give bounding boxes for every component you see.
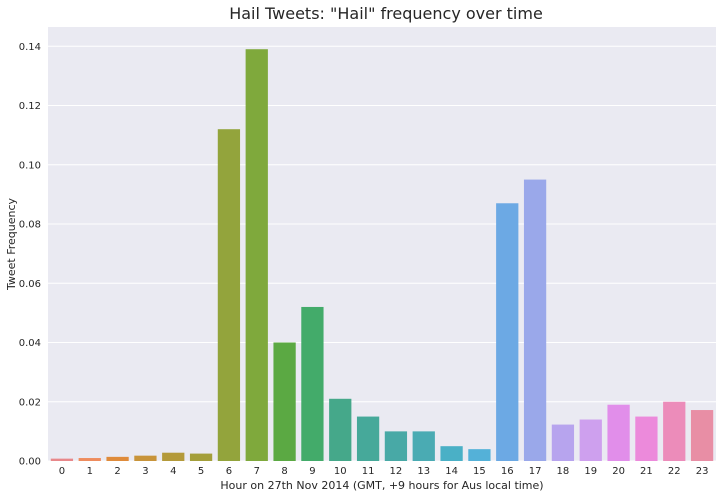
bar-hour-3: [134, 455, 157, 461]
bar-hour-10: [329, 398, 352, 461]
x-tick-label: 10: [334, 466, 347, 477]
bar-hour-22: [663, 401, 686, 461]
bar-hour-16: [496, 203, 519, 461]
plot-area: [48, 27, 716, 461]
x-tick-label: 20: [612, 466, 625, 477]
x-tick-label: 16: [501, 466, 514, 477]
x-tick-label: 4: [170, 466, 176, 477]
x-tick-label: 2: [114, 466, 120, 477]
y-tick-label: 0.12: [19, 101, 41, 112]
x-tick-label: 7: [254, 466, 260, 477]
x-tick-label: 19: [584, 466, 597, 477]
x-tick-label: 12: [390, 466, 403, 477]
y-tick-label: 0.06: [19, 279, 41, 290]
chart-title: Hail Tweets: "Hail" frequency over time: [229, 4, 543, 23]
x-tick-label: 18: [557, 466, 570, 477]
bar-hour-17: [523, 179, 547, 461]
bar-hour-21: [635, 416, 658, 461]
y-tick-labels: 0.00 0.02 0.04 0.06 0.08 0.10 0.12 0.14: [19, 42, 41, 468]
y-tick-label: 0.04: [19, 338, 41, 349]
bar-hour-13: [412, 431, 435, 461]
bar-hour-4: [162, 452, 185, 461]
bar-hour-5: [189, 453, 213, 461]
y-tick-label: 0.08: [19, 220, 41, 231]
x-tick-label: 22: [668, 466, 681, 477]
x-tick-label: 11: [362, 466, 375, 477]
x-tick-label: 0: [59, 466, 65, 477]
bar-hour-18: [551, 424, 575, 461]
x-tick-label: 8: [281, 466, 287, 477]
bar-hour-11: [356, 416, 380, 461]
x-tick-label: 9: [309, 466, 315, 477]
x-tick-label: 13: [417, 466, 430, 477]
bar-hour-0: [50, 458, 74, 461]
x-tick-label: 21: [640, 466, 653, 477]
bar-hour-20: [607, 404, 630, 461]
bar-hour-1: [78, 458, 101, 461]
y-tick-label: 0.14: [19, 42, 41, 53]
y-axis-label: Tweet Frequency: [5, 197, 18, 291]
x-axis-label: Hour on 27th Nov 2014 (GMT, +9 hours for…: [220, 479, 543, 492]
bar-hour-9: [301, 306, 324, 461]
y-tick-label: 0.02: [19, 397, 41, 408]
x-tick-label: 3: [142, 466, 148, 477]
x-tick-label: 14: [445, 466, 458, 477]
gridlines: [48, 45, 716, 462]
bar-hour-19: [579, 419, 602, 461]
bar-hour-7: [245, 49, 268, 461]
bars: [50, 49, 714, 461]
bar-hour-15: [468, 449, 491, 461]
bar-hour-14: [440, 446, 463, 461]
x-tick-label: 5: [198, 466, 204, 477]
x-tick-label: 23: [696, 466, 709, 477]
x-tick-labels: 0 1 2 3 4 5 6 7 8 9 10 11 12 13 14 15 16 17 18 19 20 21 22 23: [59, 466, 709, 477]
x-tick-label: 17: [529, 466, 542, 477]
y-tick-label: 0.00: [19, 457, 41, 468]
bar-hour-23: [690, 410, 714, 461]
bar-hour-12: [384, 431, 408, 461]
y-tick-label: 0.10: [19, 160, 41, 171]
bar-hour-6: [217, 129, 241, 461]
bar-hour-8: [273, 342, 296, 461]
x-tick-label: 1: [87, 466, 93, 477]
x-tick-label: 6: [226, 466, 232, 477]
bar-hour-2: [106, 456, 129, 461]
x-tick-label: 15: [473, 466, 486, 477]
